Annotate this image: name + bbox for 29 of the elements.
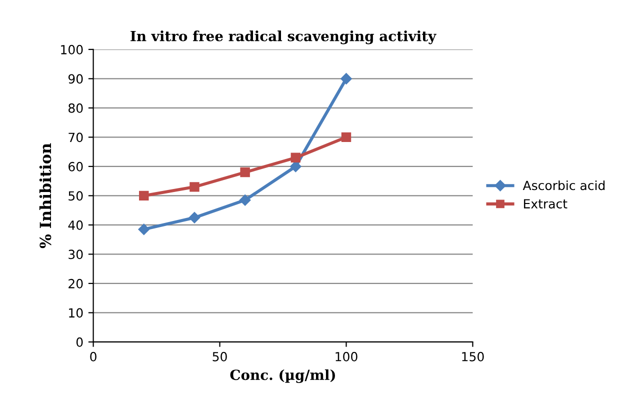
y-tick-label: 40 — [68, 220, 83, 230]
point — [139, 190, 149, 201]
y-tick-label: 10 — [69, 308, 83, 318]
y-tick-label: 60 — [68, 162, 83, 172]
x-tick-label: 150 — [462, 352, 484, 362]
x-tick-label: 50 — [212, 352, 227, 362]
point — [340, 73, 352, 84]
y-tick-label: 100 — [61, 44, 83, 54]
y-tick-label: 20 — [68, 278, 83, 288]
y-tick-label: 0 — [76, 337, 83, 347]
x-tick-label: 0 — [90, 352, 96, 362]
y-tick-label: 90 — [68, 74, 83, 84]
y-tick-label: 70 — [68, 132, 83, 142]
point — [341, 132, 352, 142]
legend-label: Ascorbic acid — [522, 180, 605, 190]
y-tick-label: 50 — [68, 191, 83, 201]
chart-title: In vitro free radical scavenging activity — [130, 30, 436, 44]
x-axis-title: Conc. (µg/ml) — [230, 369, 335, 383]
point — [138, 224, 150, 235]
point — [188, 212, 200, 224]
y-tick-label: 30 — [68, 250, 83, 260]
point — [190, 182, 200, 192]
y-axis-title: % Inhibition — [39, 143, 52, 248]
legend-label: Extract — [524, 199, 568, 208]
point — [240, 167, 250, 178]
x-tick-label: 100 — [336, 352, 358, 362]
point — [290, 152, 301, 163]
y-tick-label: 80 — [68, 103, 83, 113]
point — [239, 194, 251, 206]
